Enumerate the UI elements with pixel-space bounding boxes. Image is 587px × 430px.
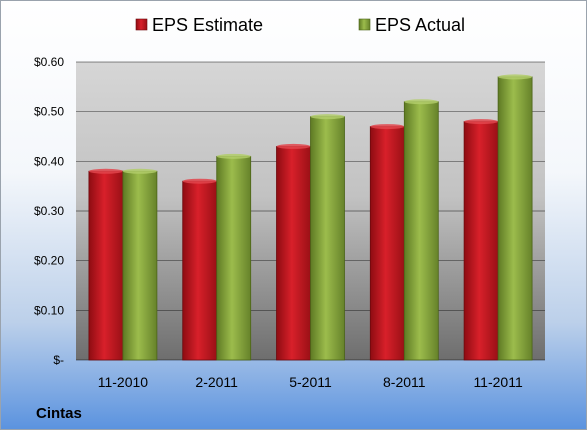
bar-cap	[464, 119, 499, 125]
bar-eps-actual	[497, 76, 533, 361]
x-axis: 11-2010 2-2011 5-2011 8-2011 11-2011	[98, 374, 523, 390]
bar-eps-estimate	[463, 121, 499, 361]
bar-cap	[122, 168, 157, 174]
bar-cap	[216, 153, 251, 159]
bar-cap	[182, 178, 217, 184]
x-tick-label: 11-2010	[98, 374, 149, 390]
legend: EPS Estimate EPS Actual	[135, 15, 465, 35]
y-axis: $- $0.10 $0.20 $0.30 $0.40 $0.50 $0.60	[34, 55, 64, 367]
bar-cap	[276, 143, 311, 149]
bar-cap	[404, 99, 439, 105]
bar-eps-estimate	[369, 126, 405, 361]
y-tick-label: $0.60	[34, 55, 64, 69]
bar-eps-actual	[310, 116, 345, 361]
bar-cap	[88, 168, 123, 174]
legend-label: EPS Estimate	[152, 15, 263, 35]
legend-swatch	[358, 18, 371, 31]
y-tick-label: $0.50	[34, 105, 64, 119]
y-tick-label: $-	[53, 353, 64, 367]
x-tick-label: 5-2011	[289, 374, 332, 390]
bar-eps-actual	[216, 155, 252, 361]
bar-eps-actual	[403, 101, 439, 361]
x-tick-label: 2-2011	[195, 374, 238, 390]
bar-cap	[310, 114, 345, 120]
legend-swatch	[135, 18, 148, 31]
bar-cap	[370, 124, 405, 130]
company-label: Cintas	[36, 405, 82, 422]
x-tick-label: 11-2011	[473, 374, 523, 390]
bar-eps-actual	[122, 170, 158, 361]
bar-eps-estimate	[182, 180, 218, 361]
y-tick-label: $0.30	[34, 204, 64, 218]
x-tick-label: 8-2011	[383, 374, 426, 390]
y-tick-label: $0.20	[34, 254, 64, 268]
y-tick-label: $0.40	[34, 154, 64, 168]
y-tick-label: $0.10	[34, 303, 64, 317]
bars	[88, 74, 533, 361]
bar-cap	[498, 74, 533, 80]
bar-eps-estimate	[88, 170, 124, 361]
legend-label: EPS Actual	[375, 15, 465, 35]
bar-eps-estimate	[276, 146, 311, 361]
